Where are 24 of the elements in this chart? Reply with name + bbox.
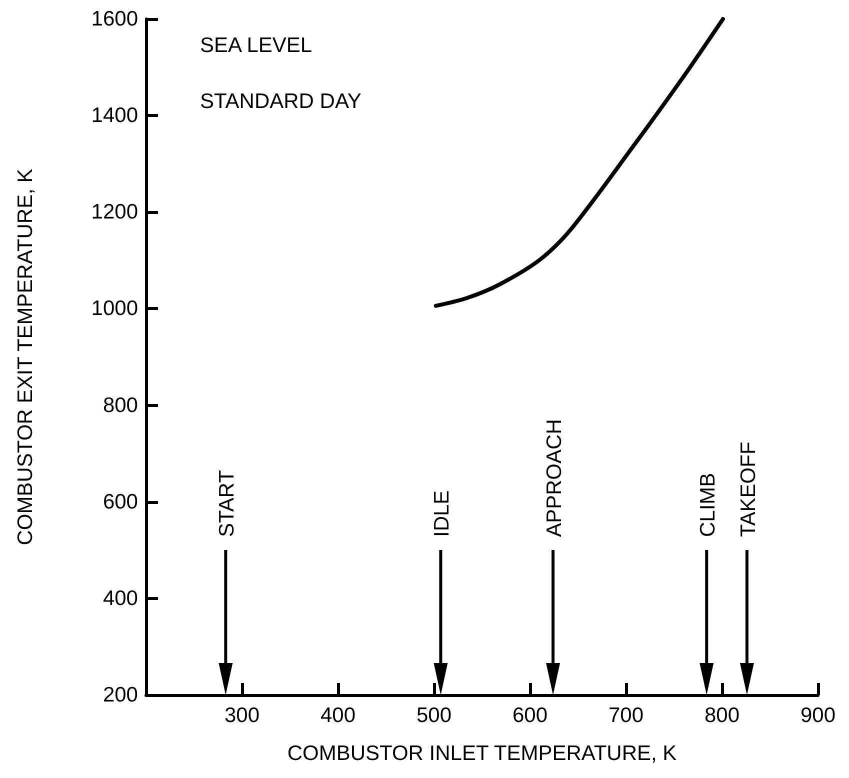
x-tick-label: 400	[320, 704, 356, 727]
x-tick-label: 900	[800, 704, 836, 727]
ref-line-label: APPROACH	[543, 419, 566, 537]
x-tick-label: 700	[608, 704, 644, 727]
ref-line-label: CLIMB	[696, 472, 720, 537]
y-tick-label: 1000	[91, 297, 138, 320]
y-tick-label: 1600	[91, 8, 138, 30]
y-tick-label: 800	[102, 394, 138, 417]
ref-line-label: IDLE	[430, 490, 454, 537]
annotation: SEA LEVEL	[200, 34, 312, 57]
ref-line-label: START	[216, 470, 239, 537]
y-tick-label: 1200	[91, 200, 138, 224]
x-tick-label: 500	[416, 704, 452, 727]
y-tick-label: 400	[102, 586, 138, 610]
ref-line-label: TAKEOFF	[736, 442, 760, 537]
y-tick-label: 600	[102, 490, 138, 514]
y-tick-label: 1400	[91, 104, 138, 128]
y-axis-title: COMBUSTOR EXIT TEMPERATURE, K	[14, 168, 37, 546]
x-tick-label: 800	[704, 704, 740, 727]
y-tick-label: 200	[102, 684, 138, 706]
x-tick-label: 600	[512, 704, 548, 727]
x-axis-title: COMBUSTOR INLET TEMPERATURE, K	[287, 742, 677, 765]
annotation: STANDARD DAY	[200, 90, 362, 113]
x-tick-label: 300	[224, 704, 260, 727]
